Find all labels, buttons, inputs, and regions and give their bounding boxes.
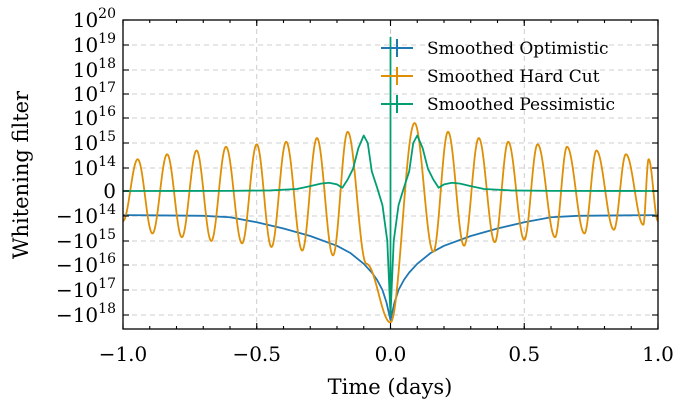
x-tick-label: 0.0 xyxy=(375,342,407,366)
y-tick-label: −1018 xyxy=(56,301,116,327)
y-tick-label: 1019 xyxy=(73,31,116,57)
legend-label: Smoothed Hard Cut xyxy=(427,67,600,87)
y-tick-label: 1018 xyxy=(73,56,116,82)
tick-layer: −1.0 −0.5 0.0 0.5 1.010201019101810171016101… xyxy=(56,6,674,366)
legend: Smoothed Optimistic Smoothed Hard Cut Smoo… xyxy=(381,39,615,115)
y-tick-label: 1016 xyxy=(73,104,116,130)
y-tick-label: 0 xyxy=(103,179,116,203)
y-tick-label: 1017 xyxy=(73,80,116,106)
y-tick-label: −1015 xyxy=(56,227,116,253)
legend-label: Smoothed Optimistic xyxy=(427,39,609,59)
y-tick-label: 1014 xyxy=(73,154,116,180)
y-tick-label: 1015 xyxy=(73,129,116,155)
y-axis-label: Whitening filter xyxy=(9,90,33,259)
y-tick-label: −1017 xyxy=(56,276,116,302)
x-tick-label: 1.0 xyxy=(642,342,674,366)
x-tick-label: −1.0 xyxy=(99,342,148,366)
series-smoothed-optimistic xyxy=(123,214,658,321)
series-smoothed-pessimistic xyxy=(123,36,658,316)
series-layer xyxy=(123,36,658,324)
x-axis-label: Time (days) xyxy=(328,375,453,399)
y-tick-label: −1016 xyxy=(56,251,116,277)
x-tick-label: 0.5 xyxy=(508,342,540,366)
legend-label: Smoothed Pessimistic xyxy=(427,95,615,115)
series-smoothed-hard-cut xyxy=(123,122,658,324)
y-tick-label: 1020 xyxy=(73,6,116,32)
x-tick-label: −0.5 xyxy=(232,342,281,366)
y-tick-label: −1014 xyxy=(56,202,116,228)
